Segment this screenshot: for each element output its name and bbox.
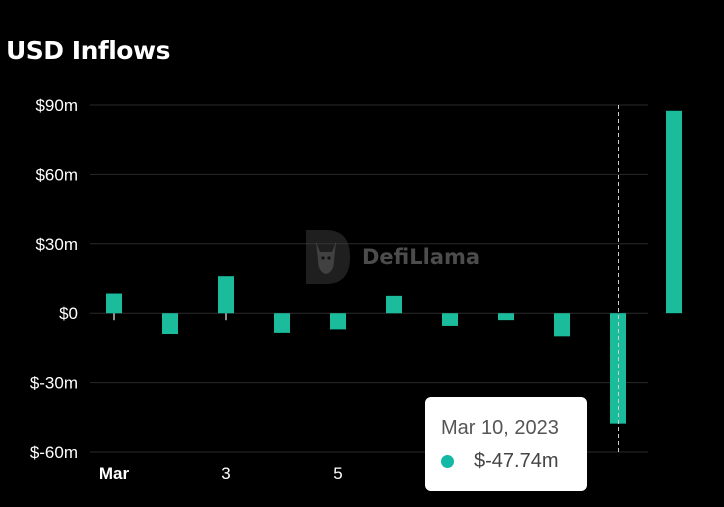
- bar: [106, 293, 122, 314]
- defillama-logo-icon: [306, 230, 350, 284]
- bar: [274, 313, 290, 333]
- y-tick-label: $-60m: [30, 443, 78, 462]
- y-tick-label: $90m: [35, 96, 78, 115]
- watermark-text: DefiLlama: [362, 245, 481, 269]
- bar: [442, 313, 458, 326]
- series-color-dot: [441, 455, 454, 468]
- y-tick-label: $-30m: [30, 374, 78, 393]
- bar: [218, 276, 234, 314]
- x-tick-label: Mar: [99, 464, 130, 483]
- chart-title: USD Inflows: [6, 36, 170, 65]
- bar: [554, 313, 570, 337]
- x-tick-label: 5: [333, 464, 342, 483]
- y-tick-label: $60m: [35, 165, 78, 184]
- y-tick-label: $0: [59, 304, 78, 323]
- bar: [162, 313, 178, 335]
- hover-tooltip: Mar 10, 2023 $-47.74m: [425, 397, 587, 491]
- bar: [610, 313, 626, 424]
- bar: [330, 313, 346, 330]
- x-tick-label: 3: [221, 464, 230, 483]
- tooltip-value: $-47.74m: [474, 450, 559, 472]
- y-tick-label: $30m: [35, 235, 78, 254]
- bar: [666, 110, 682, 314]
- defillama-watermark: DefiLlama: [302, 228, 480, 286]
- bar: [498, 313, 514, 321]
- tooltip-date: Mar 10, 2023: [441, 417, 559, 439]
- bar: [386, 295, 402, 314]
